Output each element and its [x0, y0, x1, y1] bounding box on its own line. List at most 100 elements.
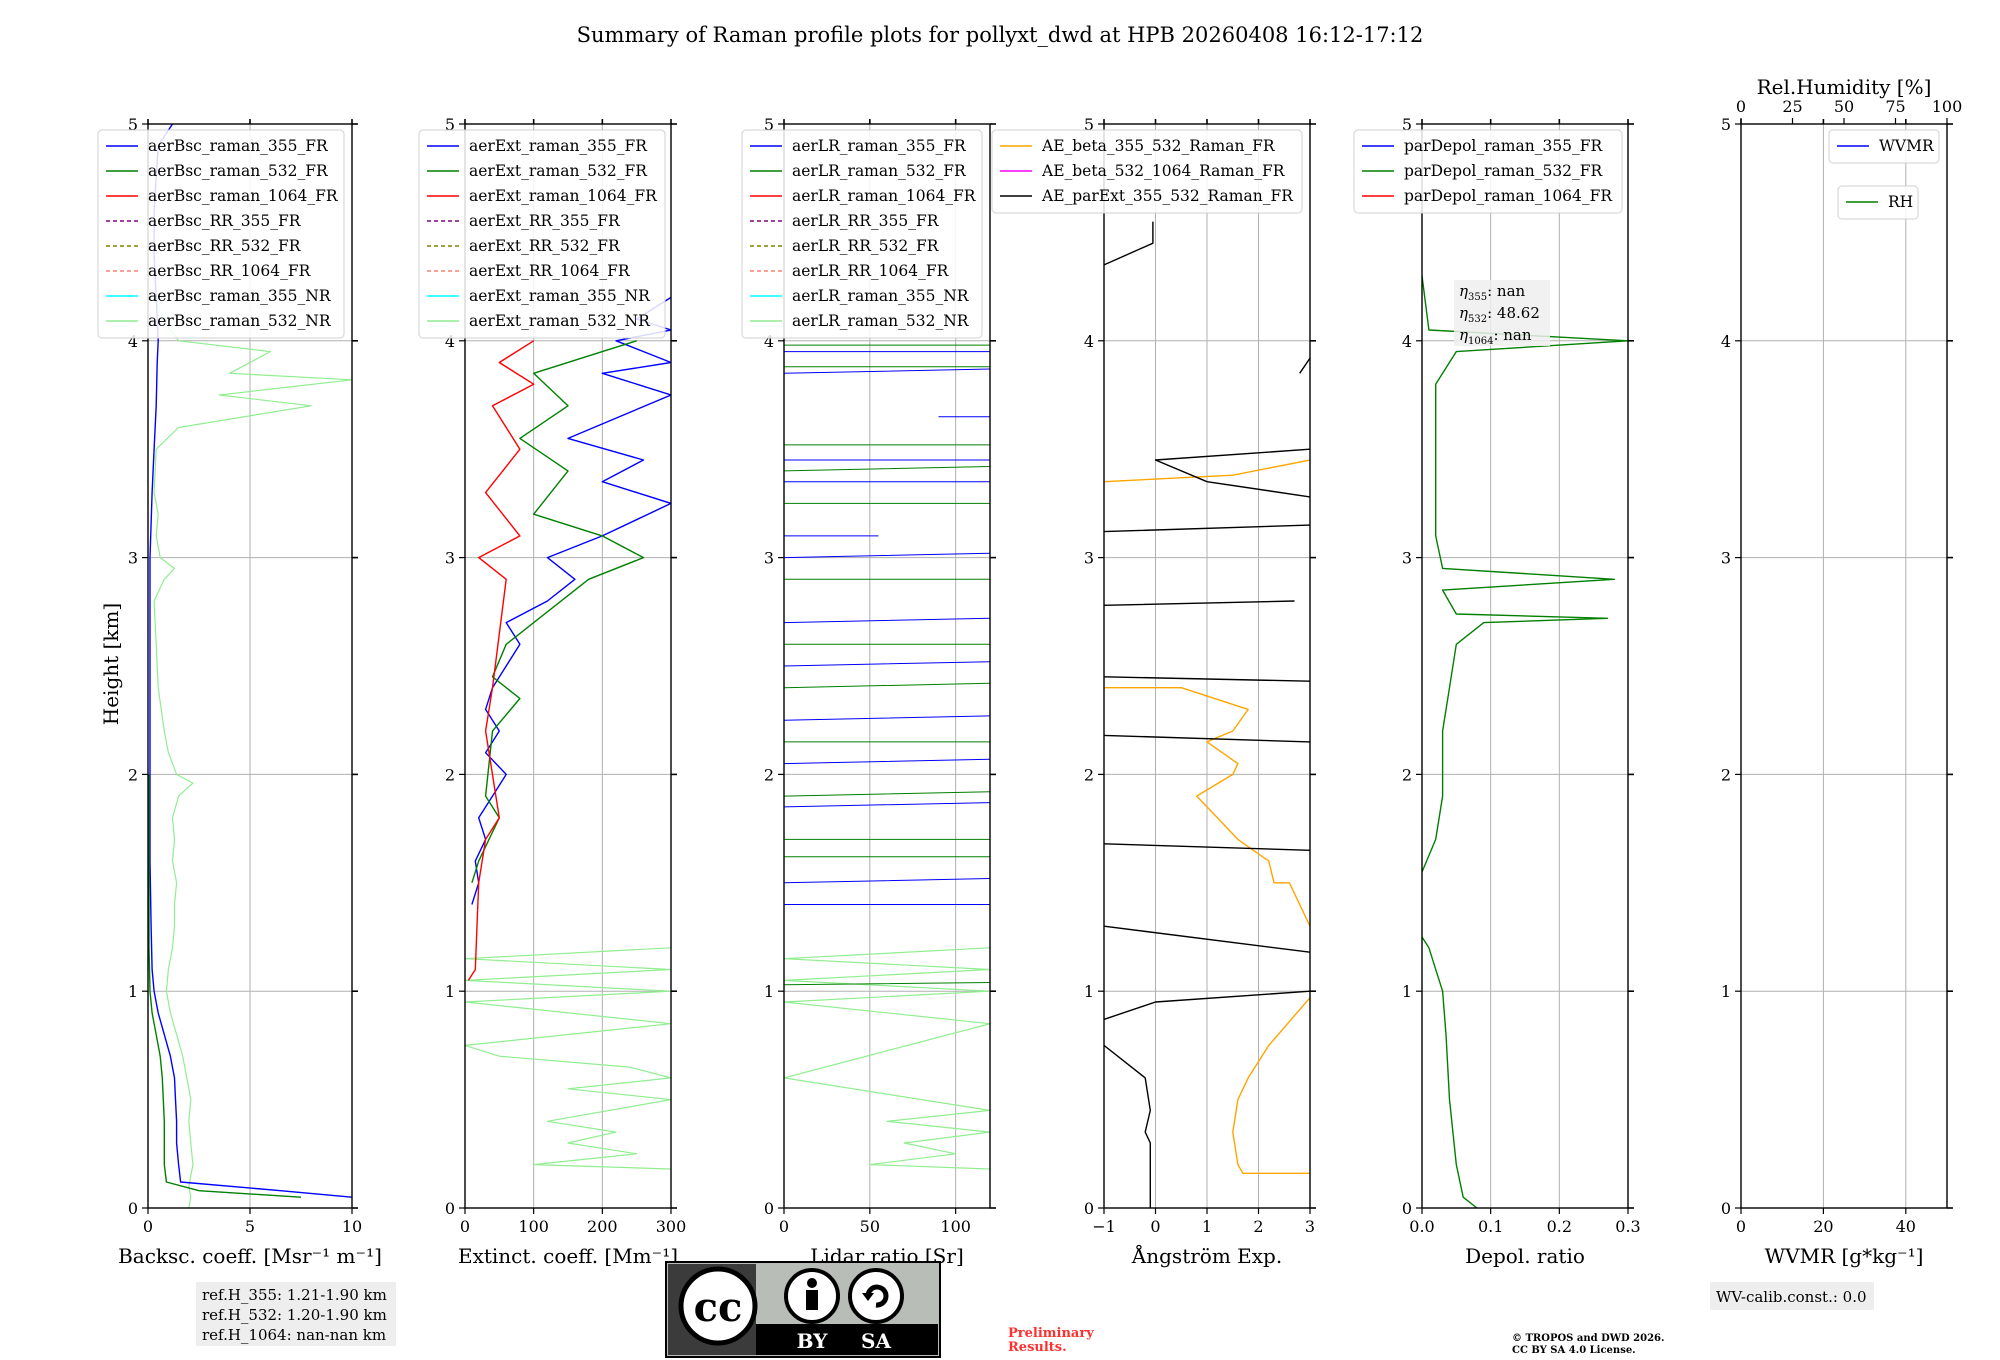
y-tick-label: 2	[128, 765, 138, 784]
wv-calib-text: WV-calib.const.: 0.0	[1716, 1288, 1867, 1306]
sa-label: SA	[861, 1329, 891, 1353]
x-tick-label: 0	[779, 1217, 789, 1236]
legend-frame	[1828, 129, 1940, 164]
x-tick-label: −1	[1092, 1217, 1116, 1236]
wv-calib-box: WV-calib.const.: 0.0	[1710, 1282, 1874, 1310]
x-tick-label: 5	[245, 1217, 255, 1236]
legend-frame	[97, 129, 345, 339]
legend-entry-label: aerExt_raman_532_NR	[469, 312, 651, 330]
y-tick-label: 4	[128, 332, 138, 351]
y-tick-label: 0	[1084, 1199, 1094, 1218]
y-tick-label: 3	[1402, 549, 1412, 568]
legend-entry-label: aerLR_raman_355_NR	[792, 287, 970, 305]
x-axis-label: Extinct. coeff. [Mm⁻¹]	[458, 1244, 678, 1268]
wv-calib-box-bg	[1710, 1282, 1874, 1310]
y-tick-label: 1	[1084, 982, 1094, 1001]
x-tick-label: 0.0	[1409, 1217, 1434, 1236]
y-tick-label: 4	[1721, 332, 1731, 351]
cc-license-badge: cc BY SA	[665, 1261, 941, 1358]
top-x-tick-label: 50	[1834, 97, 1854, 116]
y-tick-label: 3	[1084, 549, 1094, 568]
figure-title: Summary of Raman profile plots for polly…	[577, 23, 1424, 47]
y-tick-label: 3	[128, 549, 138, 568]
x-tick-label: 1	[1202, 1217, 1212, 1236]
y-tick-label: 0	[1402, 1199, 1412, 1218]
ref-h-1064: ref.H_1064: nan-nan km	[202, 1326, 386, 1344]
legend-entry-label: aerExt_raman_355_FR	[469, 137, 648, 155]
y-axis-label: Height [km]	[99, 603, 123, 725]
legend-entry-label: aerExt_RR_1064_FR	[469, 262, 631, 280]
y-tick-label: 1	[128, 982, 138, 1001]
legend-entry-label: aerLR_RR_1064_FR	[792, 262, 950, 280]
legend-entry-label: aerLR_RR_355_FR	[792, 212, 940, 230]
top-x-tick-label: 25	[1782, 97, 1802, 116]
backscatter-panel: 0 5 10 0 1 2 3 4 5 Backsc. coeff. [Msr⁻¹ m⁻¹] aerB…	[97, 115, 382, 1268]
top-x-tick-label: 75	[1885, 97, 1905, 116]
eta-box-bg	[1454, 280, 1550, 346]
x-tick-label: 3	[1305, 1217, 1315, 1236]
legend-entry-label: aerBsc_RR_355_FR	[148, 212, 302, 230]
y-tick-label: 4	[764, 332, 774, 351]
y-tick-label: 1	[1721, 982, 1731, 1001]
legend-entry-label: aerBsc_raman_1064_FR	[148, 187, 339, 205]
sa-share-alike-icon	[848, 1268, 904, 1324]
x-tick-label: 0.3	[1615, 1217, 1640, 1236]
series-aerExt_raman_355_FR	[471, 296, 671, 905]
legend-entry-label: AE_beta_355_532_Raman_FR	[1041, 137, 1276, 155]
top-x-axis-label: Rel.Humidity [%]	[1757, 75, 1932, 99]
x-tick-label: 0.1	[1478, 1217, 1503, 1236]
x-tick-label: 200	[587, 1217, 618, 1236]
series-group	[1104, 221, 1310, 1208]
preliminary-line-2: Results.	[1008, 1340, 1067, 1355]
x-tick-label: 40	[1896, 1217, 1916, 1236]
legend-entry-label: AE_beta_532_1064_Raman_FR	[1041, 162, 1286, 180]
x-tick-label: 100	[940, 1217, 971, 1236]
legend-entry-label: aerLR_RR_532_FR	[792, 237, 940, 255]
legend-entry-label: aerExt_RR_355_FR	[469, 212, 621, 230]
series-group	[1422, 275, 1628, 1208]
y-tick-label: 5	[1721, 115, 1731, 134]
x-tick-label: 20	[1813, 1217, 1833, 1236]
legend: WVMR	[1828, 129, 1940, 164]
top-x-tick-label: 100	[1932, 97, 1963, 116]
sa-arrow-arc	[865, 1284, 889, 1308]
x-tick-label: 2	[1253, 1217, 1263, 1236]
y-tick-label: 2	[1402, 765, 1412, 784]
y-tick-label: 3	[445, 549, 455, 568]
by-person-head	[807, 1278, 817, 1288]
legend-entry-label: aerBsc_raman_532_NR	[148, 312, 332, 330]
extinction-panel: 0 100 200 300 0 1 2 3 4 5 Extinct. coeff. [Mm⁻¹] ae…	[418, 115, 686, 1268]
y-tick-label: 2	[1084, 765, 1094, 784]
y-tick-label: 3	[764, 549, 774, 568]
series-group	[784, 344, 990, 1170]
legend-frame	[1353, 129, 1623, 214]
series-parDepol_raman_532_FR	[1422, 275, 1628, 1208]
legend-entry-label: aerExt_raman_532_FR	[469, 162, 648, 180]
series-aerBsc_raman_532_FR	[148, 774, 302, 1198]
legend-entry-label: WVMR	[1879, 137, 1935, 155]
legend-entry-label: aerBsc_raman_532_FR	[148, 162, 329, 180]
legend-entry-label: parDepol_raman_1064_FR	[1404, 187, 1613, 205]
y-tick-label: 2	[764, 765, 774, 784]
copyright-line-2: CC BY SA 4.0 License.	[1512, 1345, 1636, 1356]
legend-entry-label: aerBsc_RR_532_FR	[148, 237, 302, 255]
eta-box: η355: nan η532: 48.62 η1064: nan	[1454, 280, 1550, 347]
y-tick-label: 2	[445, 765, 455, 784]
y-tick-label: 2	[1721, 765, 1731, 784]
x-tick-label: 0	[460, 1217, 470, 1236]
reference-height-box: ref.H_355: 1.21-1.90 km ref.H_532: 1.20-…	[196, 1282, 396, 1346]
y-tick-label: 5	[764, 115, 774, 134]
copyright-line-1: © TROPOS and DWD 2026.	[1512, 1333, 1664, 1344]
ref-h-355: ref.H_355: 1.21-1.90 km	[202, 1286, 387, 1304]
legend: aerLR_raman_355_FR aerLR_raman_532_FR aerL…	[741, 129, 983, 339]
y-tick-label: 1	[764, 982, 774, 1001]
y-tick-label: 0	[128, 1199, 138, 1218]
legend-secondary: RH	[1837, 185, 1919, 220]
x-tick-label: 0	[1736, 1217, 1746, 1236]
legend-entry-label: AE_parExt_355_532_Raman_FR	[1041, 187, 1294, 205]
series-AE_beta_355_532_Raman_FR	[1104, 459, 1310, 1174]
y-tick-label: 0	[445, 1199, 455, 1218]
eta-532: η532: 48.62	[1459, 304, 1540, 325]
